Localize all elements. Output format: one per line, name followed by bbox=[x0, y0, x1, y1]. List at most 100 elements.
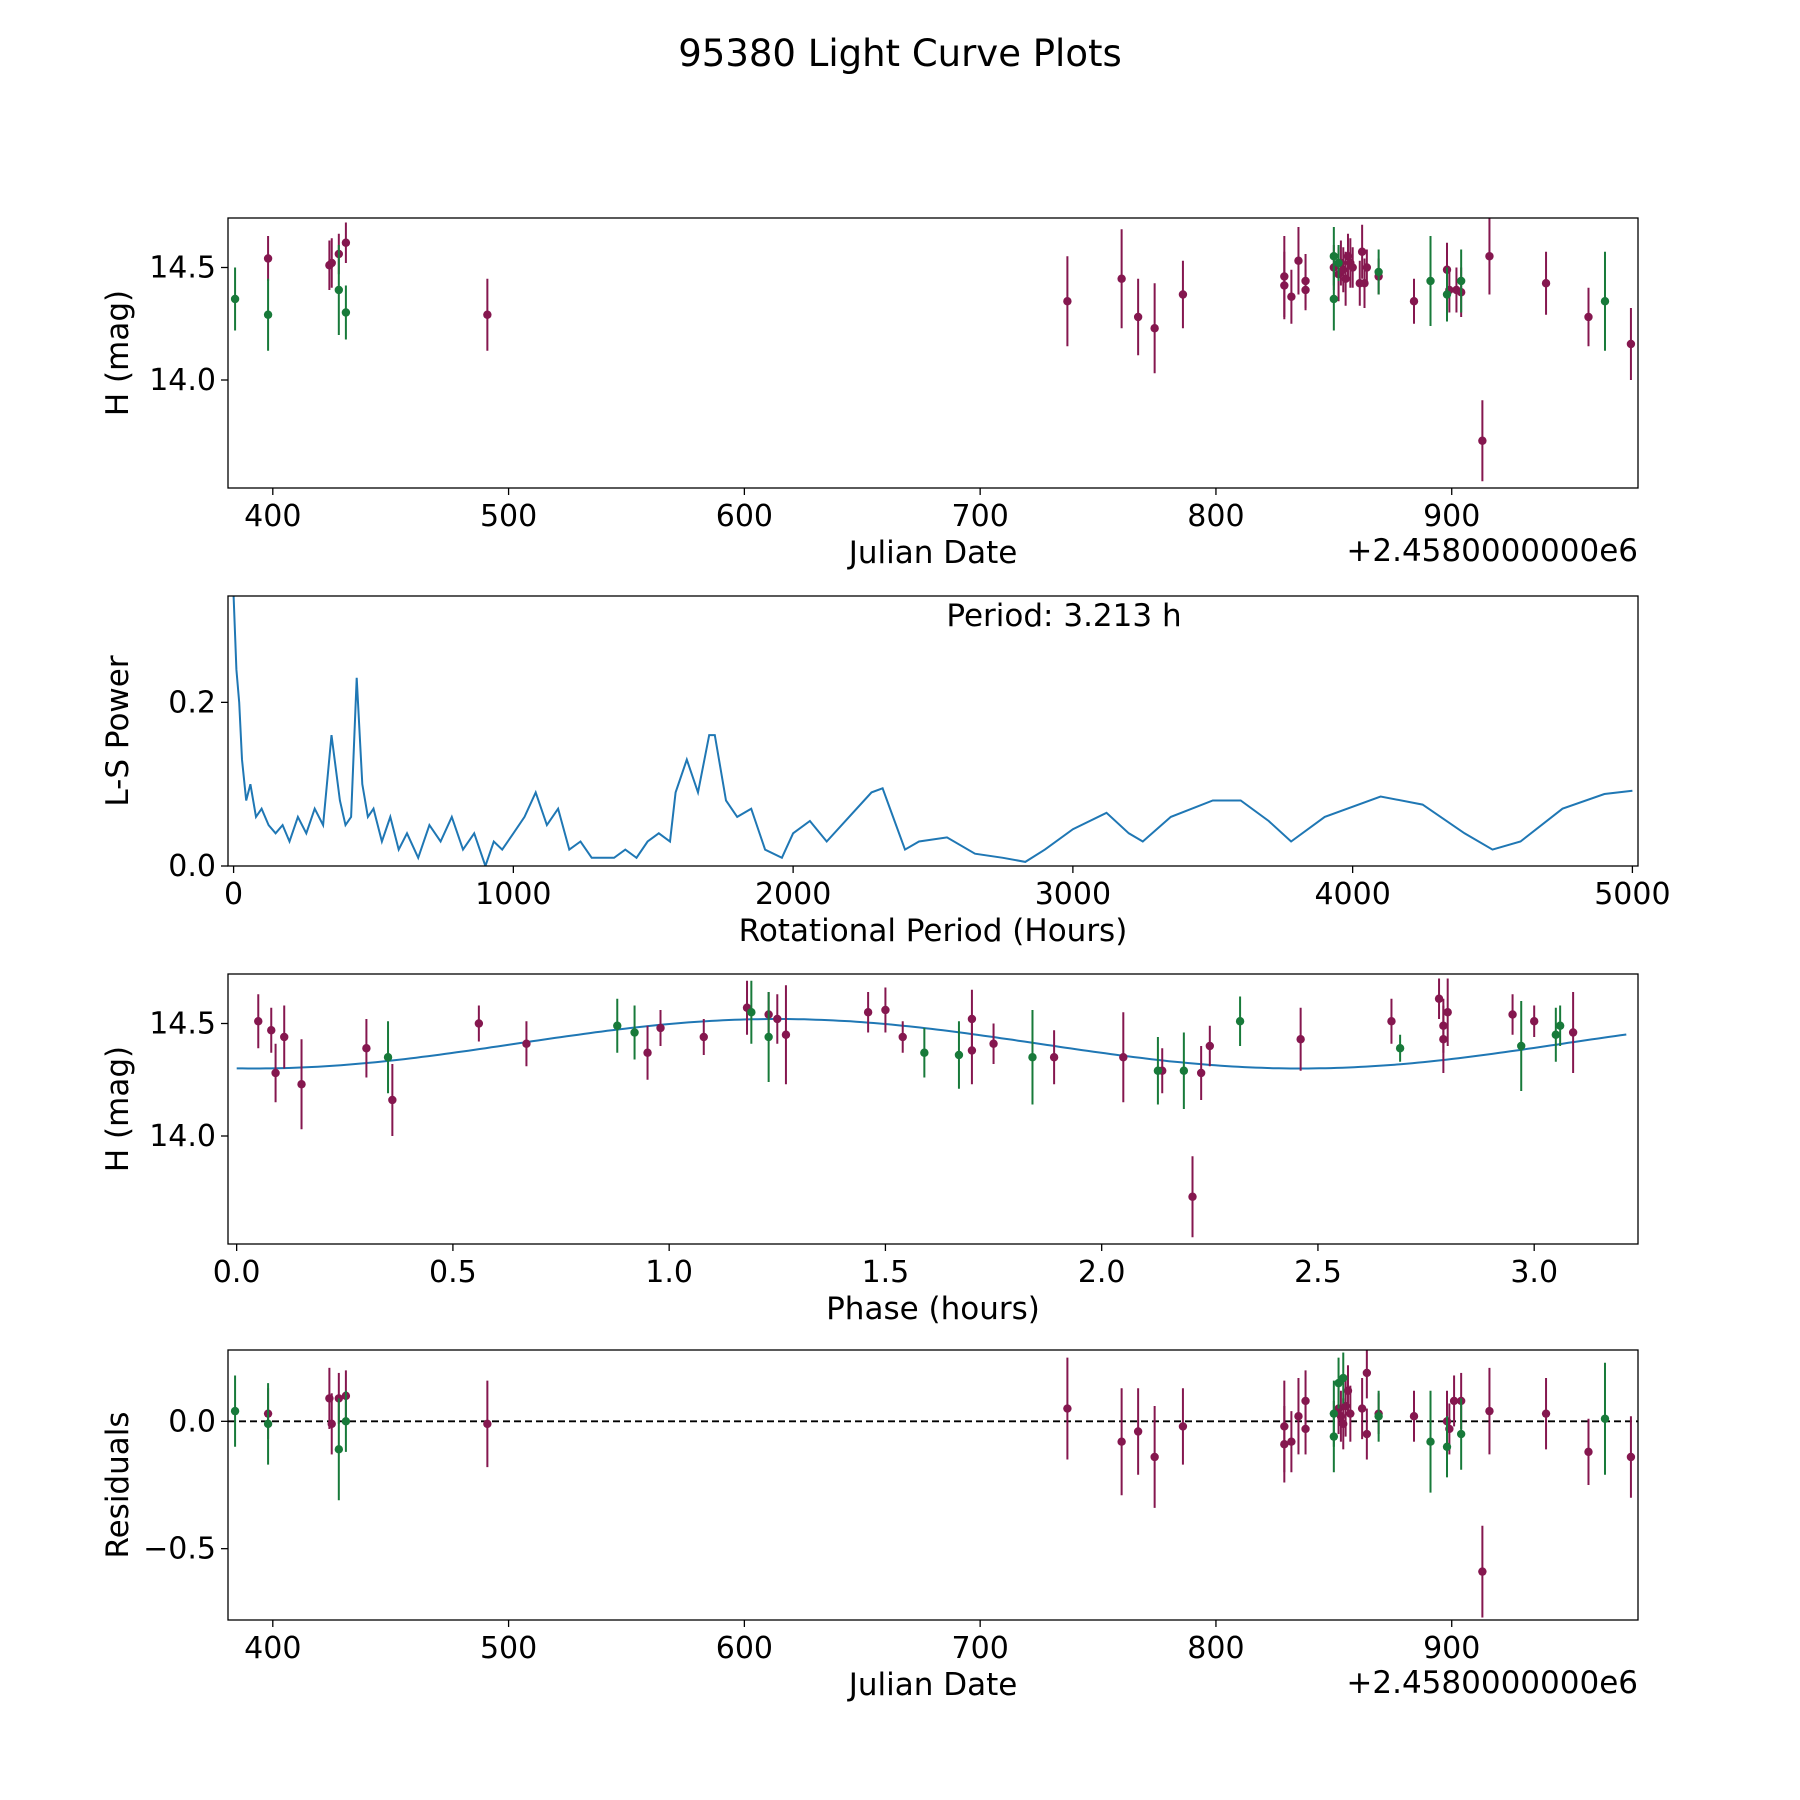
data-marker bbox=[1117, 274, 1126, 283]
data-point-green bbox=[1339, 1352, 1348, 1404]
data-point-green bbox=[230, 267, 240, 331]
data-marker bbox=[362, 1044, 371, 1053]
data-marker bbox=[1049, 1053, 1059, 1062]
data-marker bbox=[1063, 1404, 1072, 1413]
data-point-maroon bbox=[781, 985, 791, 1085]
data-point-maroon bbox=[881, 987, 890, 1033]
data-point-maroon bbox=[1119, 1012, 1128, 1103]
data-point-maroon bbox=[773, 994, 782, 1044]
x-tick-label: 800 bbox=[1187, 1631, 1244, 1666]
data-marker bbox=[1626, 339, 1636, 349]
data-point-maroon bbox=[1362, 1350, 1372, 1399]
data-point-maroon bbox=[483, 278, 492, 351]
data-marker bbox=[474, 1019, 484, 1028]
data-marker bbox=[327, 258, 336, 268]
data-point-green bbox=[1374, 249, 1383, 295]
data-marker bbox=[230, 1406, 240, 1416]
periodogram-line bbox=[232, 596, 1633, 866]
data-point-maroon bbox=[1294, 227, 1303, 295]
x-tick-label: 600 bbox=[716, 1631, 773, 1666]
data-point-green bbox=[920, 1028, 929, 1078]
data-point-maroon bbox=[1626, 1416, 1636, 1498]
data-point-green bbox=[263, 1383, 273, 1465]
data-marker bbox=[1456, 1429, 1466, 1439]
data-marker bbox=[263, 310, 273, 319]
data-point-green bbox=[764, 992, 773, 1082]
data-point-maroon bbox=[1485, 218, 1494, 295]
chart-periodogram: 0 1000 2000 3000 4000 5000 0.0 0.2 Rotational Pe… bbox=[100, 595, 1671, 949]
data-marker bbox=[1280, 1440, 1289, 1449]
data-marker bbox=[267, 1026, 276, 1035]
data-point-green bbox=[1374, 1390, 1383, 1442]
data-point-maroon bbox=[1133, 1388, 1143, 1475]
data-point-maroon bbox=[254, 994, 263, 1049]
data-point-green bbox=[1028, 1010, 1037, 1105]
data-marker bbox=[1387, 1017, 1396, 1026]
data-marker bbox=[920, 1048, 929, 1057]
data-marker bbox=[1301, 285, 1310, 295]
data-point-maroon bbox=[1485, 1367, 1494, 1455]
data-marker bbox=[341, 308, 351, 317]
data-marker bbox=[1541, 279, 1551, 288]
data-point-maroon bbox=[1287, 269, 1296, 324]
data-marker bbox=[1362, 1368, 1372, 1378]
x-axis-label: Julian Date bbox=[847, 1667, 1018, 1703]
plot-area bbox=[228, 1350, 1638, 1618]
data-marker bbox=[341, 1417, 351, 1426]
data-point-maroon bbox=[1280, 1406, 1289, 1483]
data-point-green bbox=[1456, 1398, 1466, 1470]
data-point-maroon bbox=[362, 1019, 371, 1078]
data-marker bbox=[1508, 1010, 1517, 1019]
data-marker bbox=[1280, 281, 1289, 290]
plot-area bbox=[236, 978, 1627, 1238]
chart-residuals: 400 500 600 700 800 900 −0.5 0.0 Julian Date Resi… bbox=[100, 1349, 1639, 1703]
data-marker bbox=[1346, 1409, 1355, 1418]
x-tick-label: 2000 bbox=[755, 877, 831, 912]
data-marker bbox=[230, 294, 240, 304]
data-marker bbox=[1529, 1017, 1539, 1026]
data-marker bbox=[1178, 290, 1188, 299]
data-marker bbox=[1374, 267, 1383, 277]
data-point-green bbox=[263, 278, 273, 351]
data-marker bbox=[334, 1445, 344, 1454]
data-point-maroon bbox=[1478, 400, 1487, 482]
data-marker bbox=[1339, 1373, 1348, 1383]
data-point-maroon bbox=[1443, 978, 1452, 1046]
data-point-maroon bbox=[483, 1380, 492, 1468]
data-marker bbox=[1362, 1429, 1372, 1439]
data-marker bbox=[898, 1032, 907, 1042]
data-point-green bbox=[1329, 1400, 1339, 1473]
x-tick-label: 400 bbox=[244, 499, 301, 534]
data-marker bbox=[1584, 1447, 1593, 1457]
plot-area bbox=[230, 218, 1636, 482]
x-tick-label: 0.5 bbox=[429, 1255, 477, 1290]
data-point-maroon bbox=[967, 1016, 977, 1085]
data-marker bbox=[1188, 1192, 1197, 1201]
data-point-maroon bbox=[1063, 256, 1072, 347]
data-marker bbox=[1150, 1452, 1159, 1462]
model-fit-curve bbox=[236, 1018, 1627, 1070]
data-point-maroon bbox=[1357, 1378, 1367, 1440]
data-marker bbox=[747, 1008, 756, 1017]
data-marker bbox=[967, 1046, 977, 1055]
data-point-maroon bbox=[1362, 1408, 1372, 1460]
y-tick-label: 0.2 bbox=[168, 685, 216, 720]
data-point-maroon bbox=[522, 1021, 531, 1067]
x-tick-label: 500 bbox=[480, 499, 537, 534]
data-marker bbox=[1568, 1028, 1578, 1037]
data-marker bbox=[1456, 276, 1466, 286]
data-point-maroon bbox=[1478, 1525, 1487, 1618]
data-point-maroon bbox=[1133, 278, 1143, 356]
axes-frame bbox=[227, 1349, 1639, 1621]
data-point-maroon bbox=[898, 1021, 907, 1053]
data-point-maroon bbox=[1362, 249, 1372, 286]
data-point-green bbox=[1334, 245, 1343, 281]
data-point-green bbox=[1329, 267, 1339, 331]
x-axis-label: Julian Date bbox=[847, 535, 1018, 571]
data-marker bbox=[1179, 1066, 1189, 1075]
data-marker bbox=[1117, 1437, 1126, 1446]
data-point-maroon bbox=[1584, 1418, 1593, 1485]
chart-lightcurve: 400 500 600 700 800 900 14.0 14.5 Julian Date H (… bbox=[100, 217, 1639, 571]
data-marker bbox=[1334, 258, 1343, 268]
data-marker bbox=[781, 1030, 791, 1039]
